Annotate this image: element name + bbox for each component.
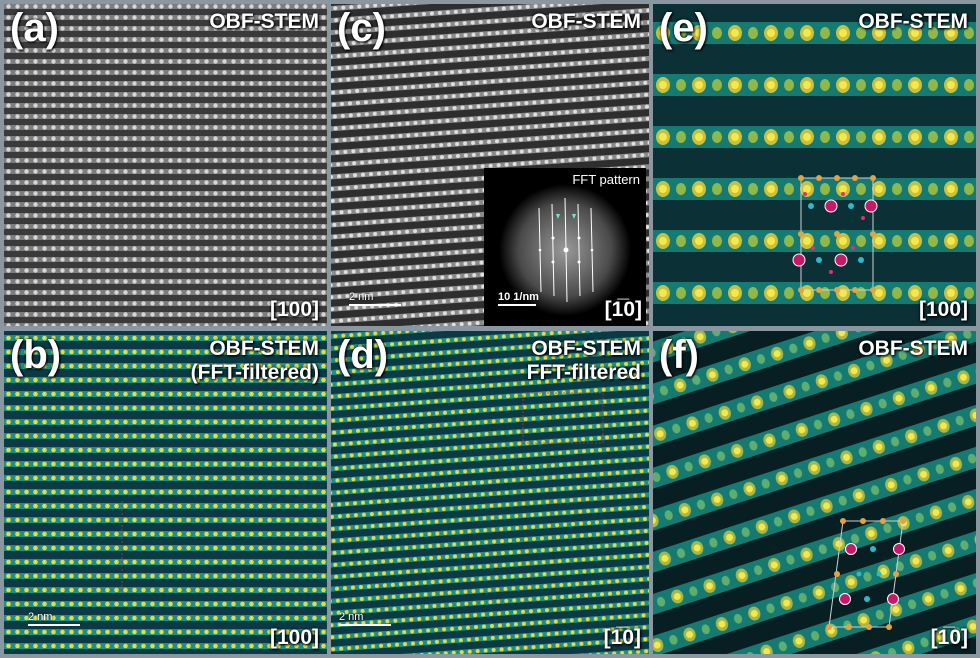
panel-b-image xyxy=(4,331,327,654)
fft-inset-title: FFT pattern xyxy=(572,172,640,187)
panel-d-letter: (d) xyxy=(337,333,389,377)
panel-f-zone-axis: [1̅0] xyxy=(930,626,968,649)
panel-e-letter: (e) xyxy=(659,6,708,50)
panel-f: (f) OBF-STEM [1̅0] xyxy=(653,331,976,654)
panel-c-title: OBF-STEM xyxy=(531,10,641,33)
panel-b-scalebar-line xyxy=(28,624,80,626)
panel-f-letter: (f) xyxy=(659,333,699,377)
panel-b-letter: (b) xyxy=(10,333,62,377)
panel-e-title: OBF-STEM xyxy=(858,10,968,33)
panel-b-zone-axis: [100] xyxy=(269,626,319,649)
panel-d-image xyxy=(331,331,649,654)
panel-d-zone-axis: [1̅0] xyxy=(603,626,641,649)
fft-inset-scalebar-line xyxy=(498,304,536,306)
panel-a-letter: (a) xyxy=(10,6,59,50)
panel-d-scalebar-label: 2 nm xyxy=(339,611,364,623)
panel-e-image xyxy=(653,4,976,326)
panel-a-image xyxy=(4,4,327,326)
panel-b: (b) OBF-STEM (FFT-filtered) 2 nm [100] xyxy=(4,331,327,654)
panel-f-title: OBF-STEM xyxy=(858,337,968,360)
panel-c-scalebar-label: 2 nm xyxy=(349,291,374,303)
panel-a-zone-axis: [100] xyxy=(269,298,319,321)
panel-a-title: OBF-STEM xyxy=(209,10,319,33)
panel-d-title-line1: OBF-STEM xyxy=(531,337,641,360)
fft-inset-scalebar: 10 1/nm xyxy=(498,291,539,306)
panel-b-scalebar-label: 2 nm xyxy=(28,611,53,623)
panel-e-zone-axis: [100] xyxy=(918,298,968,321)
fft-pattern-image xyxy=(499,184,631,316)
panel-b-title-line2: (FFT-filtered) xyxy=(190,361,319,384)
panel-c-scalebar: 2 nm xyxy=(349,291,401,306)
panel-a: (a) OBF-STEM [100] xyxy=(4,4,327,326)
panel-c-letter: (c) xyxy=(337,6,386,50)
panel-d-scalebar: 2 nm xyxy=(339,611,391,626)
panel-b-scalebar: 2 nm xyxy=(28,611,80,626)
panel-d-title-line2: FFT-filtered xyxy=(526,361,641,384)
fft-inset-scalebar-label: 10 1/nm xyxy=(498,291,539,303)
panel-b-title-line1: OBF-STEM xyxy=(209,337,319,360)
panel-c-scalebar-line xyxy=(349,304,401,306)
panel-d-scalebar-line xyxy=(339,624,391,626)
crystal-model-f xyxy=(826,518,906,630)
fft-inset: FFT pattern 10 1/nm [1̅0] xyxy=(484,168,646,326)
panel-c-zone-axis: [1̅0] xyxy=(604,298,642,321)
crystal-model-e xyxy=(792,175,878,293)
panel-d: (d) OBF-STEM FFT-filtered 2 nm [1̅0] xyxy=(331,331,649,654)
panel-e: (e) OBF-STEM [100] xyxy=(653,4,976,326)
panel-d-title: OBF-STEM FFT-filtered xyxy=(527,337,641,385)
panel-b-title: OBF-STEM (FFT-filtered) xyxy=(191,337,319,385)
panel-f-image xyxy=(653,331,976,654)
